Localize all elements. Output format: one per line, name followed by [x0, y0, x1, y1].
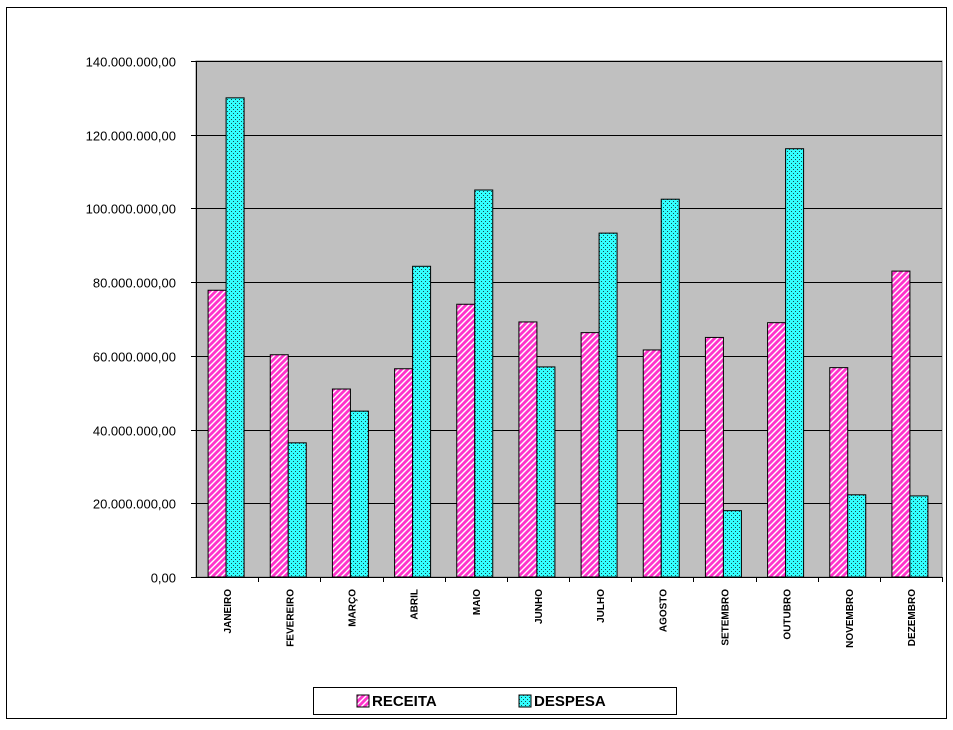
- x-tick-label: SETEMBRO: [720, 589, 731, 646]
- bar-receita: [269, 354, 289, 578]
- y-tick-label: 80.000.000,00: [93, 276, 176, 291]
- bar-despesa: [909, 495, 929, 578]
- bar-despesa: [225, 97, 245, 578]
- bar-despesa: [598, 232, 618, 578]
- y-tick-label: 0,00: [151, 571, 176, 586]
- y-tick-label: 20.000.000,00: [93, 497, 176, 512]
- x-tick-label: JANEIRO: [223, 589, 234, 634]
- y-tick-label: 100.000.000,00: [86, 202, 176, 217]
- legend-swatch-receita: [356, 694, 370, 708]
- plot-area: [195, 60, 943, 578]
- legend-swatch-despesa: [518, 694, 532, 708]
- legend-box: [313, 687, 677, 715]
- bar-despesa: [474, 189, 494, 578]
- bar-receita: [518, 321, 538, 578]
- x-tick-label: JUNHO: [534, 589, 545, 624]
- x-tick-label: ABRIL: [410, 589, 421, 620]
- legend: RECEITA DESPESA: [313, 687, 677, 715]
- y-tick-label: 120.000.000,00: [86, 129, 176, 144]
- bar-despesa: [722, 510, 742, 578]
- legend-label-receita: RECEITA: [372, 693, 437, 710]
- bar-receita: [394, 368, 414, 578]
- bar-receita: [704, 336, 724, 578]
- bar-receita: [891, 270, 911, 578]
- gridlines: [196, 61, 942, 504]
- y-tick-label: 140.000.000,00: [86, 55, 176, 70]
- bar-receita: [331, 388, 351, 578]
- x-tick-labels: JANEIRO FEVEREIRO MARÇO ABRIL MAIO JUNHO JULHO…: [223, 589, 918, 648]
- bar-receita: [207, 289, 227, 578]
- bar-despesa: [287, 442, 307, 578]
- bar-despesa: [412, 265, 432, 578]
- y-tick-label: 60.000.000,00: [93, 350, 176, 365]
- y-tick-label: 40.000.000,00: [93, 424, 176, 439]
- x-tick-label: DEZEMBRO: [907, 589, 918, 646]
- x-tick-label: MARÇO: [347, 589, 358, 627]
- bar-despesa: [349, 410, 369, 578]
- bars: [207, 97, 929, 578]
- y-tick-labels: 0,00 20.000.000,00 40.000.000,00 60.000.000…: [86, 55, 176, 586]
- bar-receita: [580, 332, 600, 578]
- x-tick-label: AGOSTO: [658, 589, 669, 632]
- bar-despesa: [536, 366, 556, 578]
- bar-receita: [456, 303, 476, 578]
- bar-despesa: [660, 198, 680, 578]
- bar-despesa: [785, 148, 805, 578]
- x-tick-label: MAIO: [472, 589, 483, 615]
- bar-despesa: [847, 494, 867, 578]
- legend-label-despesa: DESPESA: [534, 693, 606, 710]
- x-tick-label: OUTUBRO: [783, 589, 794, 640]
- x-tick-label: FEVEREIRO: [285, 589, 296, 647]
- bar-receita: [767, 322, 787, 578]
- axes: [191, 61, 943, 582]
- bar-receita: [829, 367, 849, 578]
- x-tick-label: JULHO: [596, 589, 607, 623]
- x-tick-label: NOVEMBRO: [845, 589, 856, 648]
- bar-receita: [642, 349, 662, 578]
